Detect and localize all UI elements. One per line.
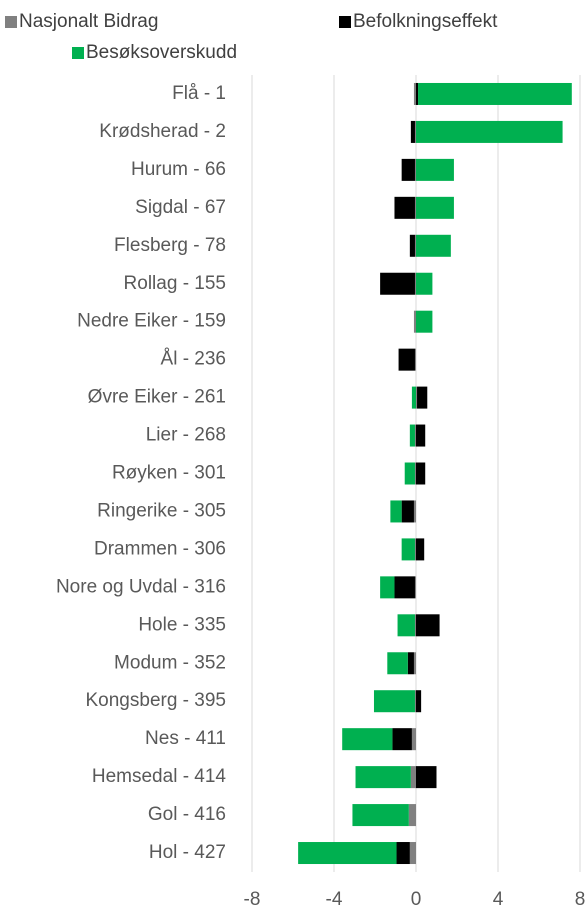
bar-segment — [413, 500, 416, 523]
bar-segment — [414, 348, 416, 371]
bar-segment — [401, 538, 415, 561]
y-tick-label: Hole - 335 — [138, 614, 226, 635]
legend-swatch — [72, 47, 84, 59]
legend-label: Besøksoverskudd — [86, 42, 237, 63]
y-tick-label: Hol - 427 — [149, 842, 226, 863]
bar-segment — [390, 500, 402, 523]
bar-segment — [410, 766, 416, 789]
bar-segment — [416, 386, 418, 409]
bar-segment — [414, 424, 416, 447]
y-tick-label: Nedre Eiker - 159 — [77, 311, 226, 332]
legend-swatch — [339, 16, 351, 28]
bar-segment — [398, 348, 415, 371]
bar-segment — [407, 652, 414, 675]
x-tick-label: -4 — [326, 889, 343, 910]
bar-segment — [416, 766, 437, 789]
bar-segment — [352, 804, 409, 827]
y-tick-label: Ringerike - 305 — [97, 500, 226, 521]
bar-segment — [413, 310, 416, 333]
bar-segment — [414, 196, 416, 219]
x-tick-label: 8 — [575, 889, 586, 910]
bar-segment — [394, 196, 415, 219]
bar-segment — [414, 234, 416, 257]
bar-segment — [411, 728, 416, 751]
bar-segment — [414, 158, 416, 181]
y-tick-label: Hurum - 66 — [131, 159, 226, 180]
x-tick-label: -8 — [244, 889, 261, 910]
bar-segment — [413, 82, 416, 105]
y-tick-label: Rollag - 155 — [124, 273, 226, 294]
y-tick-label: Modum - 352 — [114, 652, 226, 673]
y-tick-label: Hemsedal - 414 — [92, 766, 227, 787]
bar-segment — [380, 272, 415, 295]
y-tick-label: Øvre Eiker - 261 — [88, 387, 226, 408]
bar-segment — [414, 538, 416, 561]
bar-segment — [416, 614, 440, 637]
bar-segment — [404, 462, 415, 485]
bar-segment — [416, 462, 426, 485]
bar-segment — [416, 196, 454, 219]
bar-segment — [416, 158, 454, 181]
legend: Nasjonalt Bidrag Befolkningseffekt Besøkso… — [5, 11, 498, 63]
bar-segment — [342, 728, 393, 751]
bar-segment — [416, 82, 419, 105]
bar-segment — [409, 234, 415, 257]
bar-segment — [414, 576, 416, 599]
bar-segment — [401, 158, 415, 181]
y-tick-label: Ål - 236 — [161, 349, 226, 370]
bar-segment — [410, 120, 415, 143]
bar-segment — [417, 386, 428, 409]
bar-segment — [380, 576, 395, 599]
bar-segment — [397, 614, 415, 637]
bar-segment — [355, 766, 411, 789]
y-tick-label: Gol - 416 — [148, 804, 226, 825]
bar-segment — [418, 82, 572, 105]
y-tick-label: Sigdal - 67 — [135, 197, 226, 218]
legend-swatch — [5, 16, 17, 28]
bar-segment — [416, 424, 426, 447]
bar-segment — [387, 652, 408, 675]
bar-segment — [416, 690, 422, 713]
bar-segment — [392, 728, 412, 751]
bar-segment — [414, 120, 416, 143]
x-tick-label: 4 — [493, 889, 504, 910]
bar-segment — [413, 652, 416, 675]
bar-segment — [298, 842, 397, 865]
bar-segment — [373, 690, 415, 713]
bar-segment — [409, 424, 415, 447]
bar-segment — [414, 462, 416, 485]
bar-segment — [414, 272, 416, 295]
bar-segment — [408, 804, 416, 827]
legend-label: Befolkningseffekt — [353, 11, 498, 32]
bar-segment — [416, 234, 451, 257]
bar-segment — [416, 120, 563, 143]
y-tick-label: Nore og Uvdal - 316 — [56, 576, 226, 597]
y-tick-label: Flå - 1 — [172, 83, 226, 104]
y-tick-label: Nes - 411 — [145, 728, 226, 749]
bar-segment — [416, 538, 425, 561]
y-tick-label: Flesberg - 78 — [114, 235, 226, 256]
bar-segment — [394, 576, 415, 599]
bar-segment — [401, 500, 414, 523]
bar-segment — [411, 386, 416, 409]
legend-label: Nasjonalt Bidrag — [19, 11, 158, 32]
y-tick-label: Røyken - 301 — [112, 463, 226, 484]
y-tick-label: Lier - 268 — [146, 425, 226, 446]
bar-segment — [416, 310, 433, 333]
bar-segment — [414, 614, 416, 637]
bar-segment — [409, 842, 416, 865]
x-tick-label: 0 — [411, 889, 422, 910]
y-tick-label: Drammen - 306 — [94, 538, 226, 559]
y-tick-label: Krødsherad - 2 — [99, 121, 226, 142]
bar-segment — [416, 272, 433, 295]
bar-segment — [414, 690, 416, 713]
y-tick-label: Kongsberg - 395 — [86, 690, 227, 711]
bar-segment — [396, 842, 410, 865]
